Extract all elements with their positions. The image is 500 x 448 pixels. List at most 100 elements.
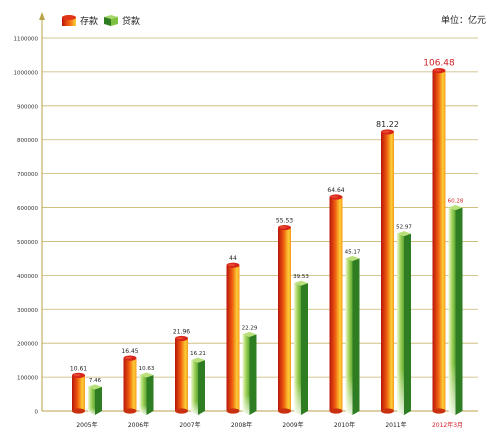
unit-label: 单位：亿元 [440, 16, 486, 26]
deposit-bar-body [329, 197, 343, 411]
deposit-value-label: 10.61 [70, 365, 87, 372]
deposit-value-label: 106.48 [423, 59, 455, 69]
deposit-bar-bottom [278, 408, 291, 414]
loan-bar [345, 255, 360, 415]
deposit-bar-body [381, 131, 394, 412]
loan-value-label: 22.29 [242, 325, 258, 331]
x-category-label: 2007年 [179, 421, 200, 429]
loan-value-label: 45.17 [345, 249, 361, 255]
y-tick-label: 400000 [17, 274, 38, 280]
y-tick-label: 600000 [17, 206, 38, 212]
y-tick-label: 300000 [17, 308, 38, 314]
deposit-bar-top-shine [227, 263, 236, 267]
loan-bar-right-face [146, 375, 154, 415]
loan-bar-right-face [249, 334, 257, 415]
x-category-label: 2009年 [282, 421, 303, 429]
loan-bar-right-face [455, 207, 463, 415]
loan-bar [397, 231, 411, 415]
loan-bar [448, 205, 463, 415]
deposit-value-label: 64.64 [327, 187, 344, 194]
deposit-value-label: 16.45 [121, 348, 138, 355]
x-category-label: 2008年 [231, 421, 252, 429]
deposit-bar-body [432, 70, 446, 411]
y-axis-arrow [39, 12, 45, 20]
y-tick-label: 100000 [17, 376, 38, 382]
loan-bar-fade [242, 334, 250, 415]
loan-bar-right-face [301, 283, 308, 415]
deposit-bar-body [278, 227, 291, 411]
x-category-label: 2011年 [385, 421, 406, 429]
loan-value-label: 39.53 [293, 274, 309, 280]
x-category-label: 2012年3月 [432, 421, 463, 429]
deposit-bar-bottom [72, 408, 85, 414]
deposit-value-label: 21.96 [173, 328, 190, 335]
legend-deposit-label: 存款 [80, 16, 99, 27]
y-tick-label: 500000 [17, 240, 38, 246]
x-category-label: 2005年 [76, 421, 97, 429]
y-tick-label: 800000 [17, 138, 38, 144]
deposit-legend-swatch [62, 14, 76, 26]
loan-bar-fade [191, 360, 198, 415]
loan-bar [139, 372, 154, 415]
legend-loan: 贷款 [104, 13, 140, 27]
y-tick-label: 1100000 [14, 37, 39, 43]
loan-value-label: 16.21 [190, 351, 206, 357]
loan-value-label: 60.28 [448, 199, 464, 205]
deposit-bar-bottom [175, 408, 188, 414]
loan-value-label: 52.97 [396, 225, 412, 231]
y-tick-label: 0 [35, 410, 39, 416]
loan-bar-fade [397, 233, 404, 415]
deposit-bar [278, 224, 291, 414]
deposit-bar [123, 355, 137, 414]
y-tick-label: 1000000 [14, 70, 39, 76]
loan-value-label: 10.63 [139, 366, 155, 372]
x-category-label: 2006年 [128, 421, 149, 429]
loan-bar-fade [345, 258, 353, 415]
loan-bar-fade [139, 375, 147, 415]
loan-value-label: 7.46 [89, 378, 102, 384]
y-tick-label: 200000 [17, 342, 38, 348]
loan-bar [294, 280, 308, 415]
loan-bar-right-face [95, 386, 102, 415]
deposit-bar-bottom [226, 408, 240, 414]
deposit-bar [175, 335, 188, 414]
deposit-bar-top-shine [176, 336, 184, 340]
deposit-bar [329, 194, 343, 414]
deposit-bar-bottom [381, 408, 394, 414]
deposit-value-label: 81.22 [376, 120, 399, 129]
deposit-bar-bottom [123, 408, 137, 414]
deposit-bar-bottom [329, 408, 343, 414]
y-tick-label: 900000 [17, 104, 38, 110]
deposit-value-label: 44 [229, 255, 237, 262]
deposit-bar-top-shine [279, 226, 287, 229]
legend-deposit: 存款 [62, 13, 98, 27]
deposit-bar-top-shine [382, 130, 390, 133]
deposit-value-label: 55.53 [276, 218, 293, 225]
deposit-bar-body [72, 375, 85, 411]
loan-bar-fade [448, 207, 456, 415]
loan-bar [88, 384, 102, 415]
deposit-bar-top-shine [433, 69, 442, 72]
deposit-bar-top-shine [330, 195, 339, 198]
deposit-bar-body [175, 338, 188, 411]
loan-legend-swatch [104, 14, 118, 26]
deposit-bar [72, 372, 85, 414]
y-tick-label: 700000 [17, 172, 38, 178]
deposit-bar-bottom [432, 408, 446, 414]
loan-bar-right-face [404, 233, 411, 415]
loan-bar-right-face [352, 258, 360, 415]
x-category-label: 2010年 [334, 421, 355, 429]
loan-bar-right-face [198, 360, 205, 415]
deposit-bar-body [226, 265, 240, 411]
loan-bar [242, 331, 257, 415]
deposit-bar-top-shine [124, 356, 133, 359]
legend-loan-label: 贷款 [122, 16, 141, 27]
deposit-bar [381, 129, 394, 414]
deposit-bar-top-shine [73, 373, 81, 377]
loan-bar-fade [294, 283, 301, 415]
deposit-bar [226, 262, 240, 414]
loan-bar-fade [88, 386, 95, 415]
deposit-bar-body [123, 358, 137, 411]
loan-bar [191, 357, 205, 415]
